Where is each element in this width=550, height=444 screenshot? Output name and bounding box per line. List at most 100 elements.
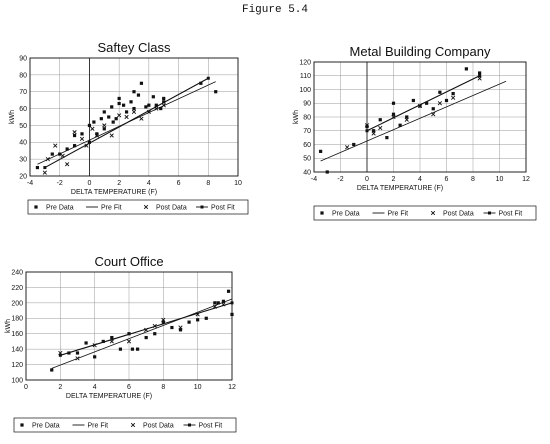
data-point (111, 120, 115, 124)
data-point (109, 133, 114, 138)
data-point (378, 118, 382, 122)
data-point (365, 125, 369, 129)
x-tick-label: -4 (27, 180, 33, 187)
data-point (196, 318, 200, 322)
data-point (385, 136, 389, 140)
data-point (391, 101, 396, 105)
x-axis-label: DELTA TEMPERATURE (F) (66, 393, 152, 400)
chart-title: Saftey Class (98, 40, 171, 55)
data-point (221, 299, 226, 303)
chart-svg: Saftey Class 20 30 40 50 60 70 80 90 -4 -2 0 2 4 6 8 10 D… (9, 40, 249, 215)
x-tick-label: 12 (228, 384, 236, 391)
fit-line (366, 75, 480, 132)
data-point (144, 335, 148, 340)
legend-label: Post Fit (211, 204, 235, 211)
data-point (425, 101, 429, 105)
fit-end-marker (58, 353, 62, 357)
data-point (178, 328, 183, 332)
data-point (118, 347, 123, 351)
data-point (464, 67, 468, 71)
x-tick-label: 8 (471, 176, 475, 183)
x-tick-label: 2 (392, 176, 396, 183)
data-point (80, 132, 84, 136)
y-tick-label: 60 (303, 142, 311, 149)
data-point (319, 149, 323, 153)
data-point (431, 112, 436, 117)
data-point (87, 140, 92, 144)
data-point (84, 341, 88, 345)
data-point (162, 96, 166, 101)
x-tick-label: 8 (161, 384, 165, 391)
fit-line (320, 80, 507, 162)
data-point (405, 115, 409, 119)
data-point (72, 144, 77, 148)
x-tick-label: 4 (147, 180, 151, 187)
data-point (216, 301, 220, 305)
y-tick-label: 200 (11, 300, 23, 307)
x-tick-label: 4 (93, 384, 97, 391)
x-tick-label: 6 (177, 180, 181, 187)
data-point (161, 103, 166, 108)
data-point (151, 95, 155, 99)
data-point (161, 317, 166, 322)
y-tick-label: 80 (19, 72, 27, 79)
fit-end-marker (365, 129, 369, 133)
data-point (170, 325, 174, 330)
legend-label: Post Data (156, 204, 187, 211)
chart-court-office: Court Office 100 120 140 160 180 200 220 240 0 2 4 6… (0, 252, 262, 442)
data-point (50, 368, 54, 372)
data-point (35, 165, 40, 170)
data-point (372, 129, 376, 133)
data-point (444, 98, 449, 103)
data-point (110, 335, 114, 340)
legend-marker (320, 211, 324, 215)
y-tick-label: 70 (303, 128, 311, 135)
data-point (364, 123, 370, 128)
data-point (391, 112, 396, 116)
legend-marker-dot (488, 211, 491, 215)
x-tick-label: 10 (234, 180, 242, 187)
data-point (146, 109, 151, 115)
fit-line (60, 302, 233, 356)
x-tick-label: 8 (206, 180, 210, 187)
data-point (102, 110, 106, 114)
data-point (72, 130, 77, 135)
legend-marker (430, 210, 436, 216)
x-axis-label: DELTA TEMPERATURE (F) (357, 185, 443, 192)
x-tick-label: 2 (58, 384, 62, 391)
y-tick-label: 80 (303, 114, 311, 121)
y-tick-label: 160 (11, 331, 23, 338)
data-point (213, 301, 217, 305)
y-tick-label: 70 (19, 89, 27, 96)
y-tick-label: 100 (299, 87, 311, 94)
data-point (95, 132, 99, 136)
data-point (478, 71, 482, 75)
y-tick-label: 110 (300, 73, 311, 80)
y-tick-label: 240 (11, 269, 23, 276)
data-point (345, 145, 350, 150)
legend: Pre Data Pre Fit Post Data Post Fit (313, 205, 537, 221)
legend-label: Post Data (143, 422, 174, 429)
legend-label: Post Fit (499, 210, 523, 217)
chart-saftey-class: Saftey Class 20 30 40 50 60 70 80 90 -4 -2 0 2 4 6 8 10 D… (0, 38, 262, 222)
x-tick-label: -2 (57, 180, 63, 187)
y-tick-label: 220 (11, 285, 23, 292)
data-point (139, 81, 144, 85)
data-point (159, 106, 163, 111)
data-point (75, 351, 80, 355)
data-point (117, 96, 121, 101)
legend-label: Pre Fit (388, 210, 409, 217)
legend-box (27, 199, 249, 215)
data-point (114, 117, 118, 121)
legend-label: Pre Data (46, 204, 74, 211)
data-point (102, 123, 107, 128)
chart-svg: Metal Building Company405060708090100110… (293, 44, 537, 221)
legend-label: Pre Fit (88, 422, 109, 429)
figure-label: Figure 5.4 (241, 4, 308, 16)
y-tick-label: 120 (11, 362, 23, 369)
data-point (50, 152, 54, 156)
plot-frame (29, 57, 239, 177)
chart-svg: Court Office 100 120 140 160 180 200 220 240 0 2 4 6… (5, 254, 237, 433)
y-tick-label: 180 (11, 316, 23, 323)
data-point (93, 355, 97, 359)
